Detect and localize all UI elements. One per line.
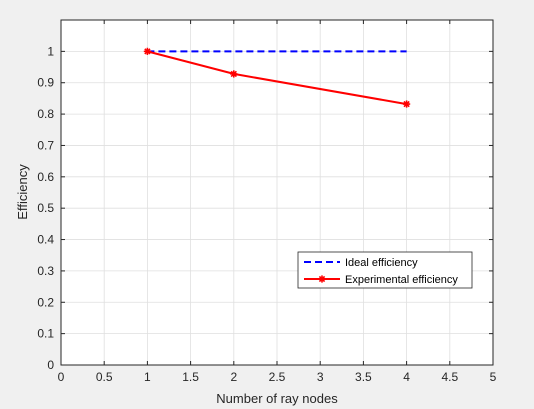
data-point-stroke bbox=[230, 70, 237, 78]
data-point-stroke bbox=[403, 100, 410, 108]
y-tick-label: 0 bbox=[47, 358, 54, 372]
y-tick-label: 0.5 bbox=[37, 201, 54, 215]
data-point bbox=[403, 100, 411, 108]
x-axis-label: Number of ray nodes bbox=[216, 391, 338, 406]
data-point bbox=[230, 70, 238, 78]
y-tick-label: 0.3 bbox=[37, 264, 54, 278]
ticks: 0 0.5 1 1.5 2 2.5 3 3.5 4 4.5 5 0 0.1 0.2 0.3 0.4 0.5 0.6… bbox=[37, 20, 497, 384]
x-tick-label: 3 bbox=[317, 370, 324, 384]
x-tick-label: 0.5 bbox=[96, 370, 113, 384]
legend: Ideal efficiency Experimental efficiency bbox=[297, 251, 473, 289]
x-tick-label: 2 bbox=[230, 370, 237, 384]
legend-marker-point bbox=[318, 275, 326, 283]
legend-box bbox=[297, 251, 473, 289]
y-tick-label: 0.2 bbox=[37, 295, 54, 309]
y-axis-label: Efficiency bbox=[15, 164, 30, 220]
x-tick-label: 0 bbox=[58, 370, 65, 384]
y-tick-label: 0.8 bbox=[37, 107, 54, 121]
legend-marker-experimental bbox=[318, 275, 326, 283]
x-tick-label: 4.5 bbox=[441, 370, 458, 384]
x-tick-label: 1 bbox=[144, 370, 151, 384]
x-tick-label: 1.5 bbox=[182, 370, 199, 384]
legend-marker-point-stroke bbox=[318, 275, 326, 283]
x-tick-label: 2.5 bbox=[269, 370, 286, 384]
y-tick-label: 0.6 bbox=[37, 170, 54, 184]
x-tick-label: 3.5 bbox=[355, 370, 372, 384]
legend-label-ideal: Ideal efficiency bbox=[345, 257, 418, 269]
y-tick-label: 0.7 bbox=[37, 138, 54, 152]
data-point bbox=[143, 47, 151, 55]
y-tick-label: 0.1 bbox=[37, 327, 54, 341]
y-tick-label: 1 bbox=[47, 44, 54, 58]
y-tick-label: 0.4 bbox=[37, 233, 54, 247]
data-point-stroke bbox=[144, 48, 151, 55]
series-layer bbox=[143, 47, 411, 108]
y-tick-label: 0.9 bbox=[37, 76, 54, 90]
legend-label-experimental: Experimental efficiency bbox=[345, 274, 458, 286]
x-tick-label: 5 bbox=[490, 370, 497, 384]
x-tick-label: 4 bbox=[403, 370, 410, 384]
